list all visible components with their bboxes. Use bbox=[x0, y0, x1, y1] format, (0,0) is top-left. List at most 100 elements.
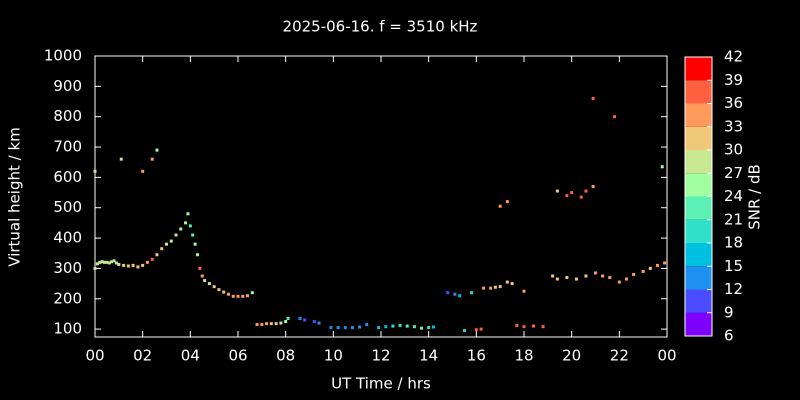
x-tick-label: 00 bbox=[85, 347, 104, 365]
colorbar-tick-label: 33 bbox=[724, 117, 743, 135]
data-point bbox=[601, 274, 605, 278]
colorbar-tick-label: 36 bbox=[724, 94, 743, 112]
data-point bbox=[641, 269, 645, 273]
x-axis-label: UT Time / hrs bbox=[331, 375, 431, 393]
data-point bbox=[241, 294, 245, 298]
y-tick-label: 200 bbox=[53, 289, 82, 307]
data-point bbox=[179, 227, 183, 231]
data-point bbox=[155, 253, 159, 257]
colorbar-band bbox=[685, 103, 712, 127]
data-point bbox=[100, 260, 104, 264]
data-point bbox=[93, 169, 97, 173]
data-point bbox=[522, 325, 526, 329]
x-tick-label: 00 bbox=[657, 347, 676, 365]
x-tick-label: 10 bbox=[324, 347, 343, 365]
colorbar-tick-label: 6 bbox=[724, 327, 734, 345]
y-tick-label: 700 bbox=[53, 138, 82, 156]
x-tick-label: 04 bbox=[181, 347, 200, 365]
y-tick-label: 300 bbox=[53, 259, 82, 277]
y-axis-label: Virtual height / km bbox=[6, 127, 24, 266]
data-point bbox=[303, 318, 307, 322]
data-point bbox=[493, 285, 497, 289]
data-point bbox=[222, 290, 226, 294]
data-point bbox=[565, 194, 569, 198]
data-point bbox=[532, 324, 536, 328]
y-tick-label: 1000 bbox=[44, 47, 82, 65]
y-tick-label: 100 bbox=[53, 320, 82, 338]
colorbar-band bbox=[685, 196, 712, 220]
data-point bbox=[284, 320, 288, 324]
data-point bbox=[103, 260, 107, 264]
data-point bbox=[462, 329, 466, 333]
data-point bbox=[165, 242, 168, 246]
data-point bbox=[260, 323, 264, 327]
data-point bbox=[236, 294, 240, 298]
data-point bbox=[617, 280, 621, 284]
data-point bbox=[608, 276, 612, 280]
data-point bbox=[555, 277, 559, 281]
x-tick-label: 06 bbox=[228, 347, 247, 365]
data-point bbox=[191, 233, 195, 237]
colorbar-band bbox=[685, 173, 712, 197]
data-point bbox=[105, 260, 109, 264]
data-point bbox=[193, 242, 197, 246]
data-point bbox=[169, 239, 173, 243]
data-point bbox=[384, 325, 388, 329]
data-point bbox=[427, 326, 431, 330]
colorbar-band bbox=[685, 57, 712, 81]
data-point bbox=[207, 282, 211, 286]
data-point bbox=[594, 271, 597, 275]
y-tick-label: 500 bbox=[53, 198, 82, 216]
data-point bbox=[420, 326, 424, 330]
colorbar-tick-label: 21 bbox=[724, 210, 743, 228]
data-point bbox=[203, 279, 207, 283]
data-point bbox=[591, 96, 595, 100]
data-point bbox=[150, 257, 154, 261]
data-point bbox=[336, 326, 340, 330]
data-point bbox=[481, 286, 485, 290]
data-point bbox=[648, 266, 652, 270]
chart-title: 2025-06-16. f = 3510 kHz bbox=[283, 18, 478, 36]
data-point bbox=[515, 323, 519, 327]
colorbar-band bbox=[685, 150, 712, 174]
data-point bbox=[350, 326, 354, 330]
data-point bbox=[498, 204, 502, 208]
data-point bbox=[613, 115, 617, 119]
data-point bbox=[565, 276, 569, 280]
data-point bbox=[522, 289, 526, 293]
x-tick-label: 08 bbox=[276, 347, 295, 365]
colorbar-band bbox=[685, 312, 712, 336]
data-point bbox=[255, 323, 259, 327]
data-point bbox=[122, 263, 126, 267]
data-point bbox=[398, 323, 402, 327]
data-point bbox=[317, 321, 321, 325]
data-point bbox=[93, 266, 97, 270]
data-point bbox=[265, 322, 269, 326]
data-point bbox=[231, 294, 235, 298]
data-point bbox=[95, 262, 99, 266]
data-point bbox=[136, 265, 140, 269]
data-point bbox=[250, 291, 254, 295]
data-point bbox=[150, 157, 154, 161]
data-point bbox=[174, 233, 178, 237]
data-point bbox=[274, 322, 278, 326]
colorbar-tick-label: 9 bbox=[724, 303, 734, 321]
data-point bbox=[246, 294, 250, 298]
data-point bbox=[298, 316, 302, 320]
colorbar-tick-label: 24 bbox=[724, 187, 743, 205]
data-point bbox=[226, 292, 230, 296]
data-point bbox=[470, 291, 474, 295]
data-point bbox=[446, 291, 450, 295]
data-point bbox=[489, 286, 493, 290]
x-tick-label: 18 bbox=[514, 347, 533, 365]
colorbar-tick-label: 18 bbox=[724, 234, 743, 252]
x-tick-label: 14 bbox=[419, 347, 438, 365]
data-point bbox=[505, 280, 509, 284]
data-point bbox=[200, 274, 204, 278]
data-point bbox=[412, 325, 416, 329]
data-point bbox=[660, 165, 664, 169]
data-point bbox=[114, 261, 118, 265]
x-tick-label: 22 bbox=[610, 347, 629, 365]
data-point bbox=[188, 224, 192, 228]
